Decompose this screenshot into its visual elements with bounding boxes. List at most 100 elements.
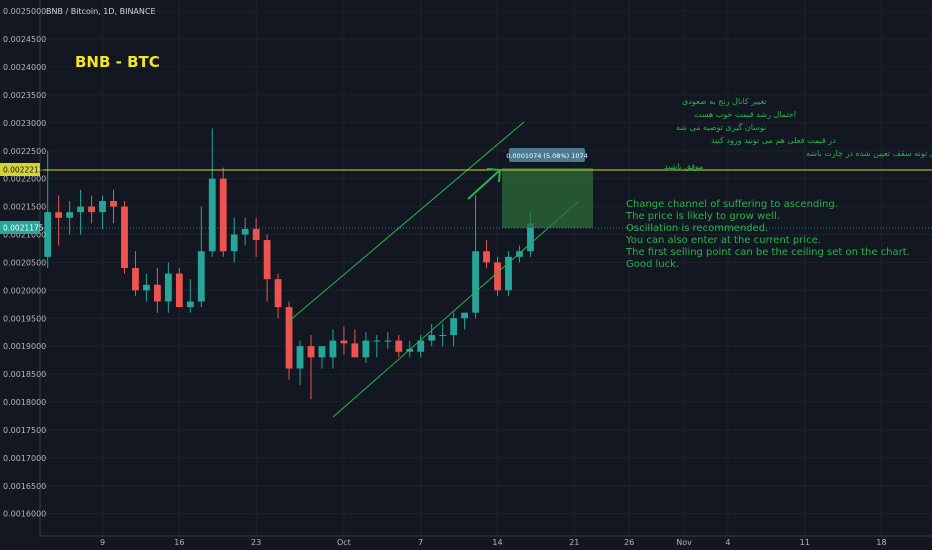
notes-persian: تغییر کانال رنج به صعودی احتمال رشد قیمت…	[664, 97, 932, 171]
candle-down	[285, 301, 293, 380]
x-tick-label: Oct	[337, 538, 351, 547]
candle-body	[417, 340, 425, 352]
x-axis[interactable]: 9 16 23 Oct 7 14 21 26 Nov 4 11 18	[100, 538, 887, 547]
note-fa-1: تغییر کانال رنج به صعودی	[682, 97, 767, 106]
candle-up	[164, 262, 172, 313]
candle-body	[516, 251, 523, 257]
y-tick-label: 0.0022000	[3, 175, 46, 184]
current-price-tag-text: 0.0021175	[3, 224, 44, 233]
arrow-up-icon	[467, 168, 502, 200]
candle-body	[153, 284, 161, 302]
candle-down	[55, 195, 63, 246]
x-tick-label: 14	[492, 538, 502, 547]
candle-body	[252, 228, 260, 241]
note-en-2: The price is likely to grow well.	[625, 211, 780, 222]
candle-up	[329, 329, 337, 369]
candle-body	[186, 301, 194, 308]
y-tick-label: 0.0024000	[3, 63, 46, 72]
candle-up	[384, 332, 392, 349]
candle-body	[230, 234, 238, 252]
x-tick-label: 16	[174, 538, 184, 547]
candle-body	[450, 318, 458, 335]
candle-down	[132, 251, 139, 296]
candle-down	[351, 329, 359, 358]
ceiling-price-tag-text: 0.0022213	[3, 166, 44, 175]
ceiling-price-tag	[0, 163, 40, 176]
y-tick-label: 0.0020000	[3, 286, 46, 295]
x-tick-label: 21	[569, 538, 579, 547]
candle-body	[362, 340, 370, 358]
chart-title: BNB - BTC	[75, 53, 160, 71]
candle-body	[472, 251, 479, 313]
note-fa-6: موفق باشید	[664, 162, 703, 171]
candle-up	[77, 189, 84, 235]
candle-up	[362, 332, 370, 363]
candle-body	[439, 335, 447, 336]
candle-up	[428, 323, 436, 347]
note-en-6: Good luck.	[626, 259, 679, 270]
candle-down	[110, 189, 117, 224]
candle-down	[483, 240, 490, 268]
candle-body	[175, 273, 183, 308]
x-tick-label: 23	[251, 538, 261, 547]
channel-upper-line[interactable]	[287, 121, 525, 323]
y-tick-label: 0.0017000	[3, 454, 46, 463]
candle-body	[66, 212, 74, 218]
candle-body	[494, 262, 501, 291]
y-tick-label: 0.0022500	[3, 147, 46, 156]
candle-up	[373, 335, 381, 358]
candle-down	[395, 335, 403, 358]
x-tick-label: 18	[876, 538, 886, 547]
candle-body	[77, 206, 84, 213]
candle-body	[99, 201, 106, 213]
y-tick-label: 0.0018000	[3, 398, 46, 407]
candle-up	[439, 323, 447, 347]
candle-body	[351, 343, 359, 358]
candle-body	[219, 178, 227, 252]
candle-up	[461, 312, 469, 330]
note-fa-4: در قیمت فعلی هم می تونید ورود کنید	[711, 136, 836, 145]
current-price-tag	[0, 221, 40, 234]
y-axis[interactable]: 0.0025000 0.0024500 0.0024000 0.0023500 0.00…	[3, 7, 46, 519]
channel-lower-line[interactable]	[332, 200, 580, 418]
candle-up	[505, 251, 512, 296]
candle-up	[143, 273, 150, 302]
candle-body	[164, 273, 172, 302]
candle-body	[505, 256, 512, 291]
symbol-header: BNB / Bitcoin, 1D, BINANCE	[46, 7, 156, 16]
candle-up	[66, 201, 74, 235]
x-tick-label: 7	[418, 538, 423, 547]
candle-down	[494, 256, 501, 296]
candle-up	[318, 346, 326, 369]
note-en-3: Oscillation is recommended.	[626, 223, 768, 234]
y-tick-label: 0.0021500	[3, 203, 46, 212]
target-box-label: 0.0001074 (5.08%) 1074	[506, 152, 588, 160]
candle-body	[483, 251, 490, 263]
candles	[44, 128, 534, 400]
y-tick-label: 0.0016000	[3, 510, 46, 519]
y-tick-label: 0.0021000	[3, 231, 46, 240]
candle-body	[395, 340, 403, 352]
candle-body	[296, 346, 304, 369]
candle-body	[121, 206, 128, 268]
y-tick-label: 0.0023500	[3, 91, 46, 100]
candle-up	[99, 195, 106, 229]
candle-up	[241, 217, 249, 246]
note-en-1: Change channel of suffering to ascending…	[626, 199, 838, 210]
candle-body	[44, 212, 52, 257]
target-box[interactable]	[502, 168, 593, 228]
candle-up	[472, 195, 479, 319]
y-tick-label: 0.0020500	[3, 258, 46, 267]
y-tick-label: 0.0016500	[3, 482, 46, 491]
y-tick-label: 0.0019500	[3, 314, 46, 323]
x-tick-label: 11	[800, 538, 810, 547]
y-tick-label: 0.0019000	[3, 342, 46, 351]
candle-body	[340, 340, 348, 344]
candle-body	[406, 348, 414, 352]
candle-body	[263, 240, 271, 280]
candle-down	[88, 195, 95, 224]
candle-body	[110, 201, 117, 207]
